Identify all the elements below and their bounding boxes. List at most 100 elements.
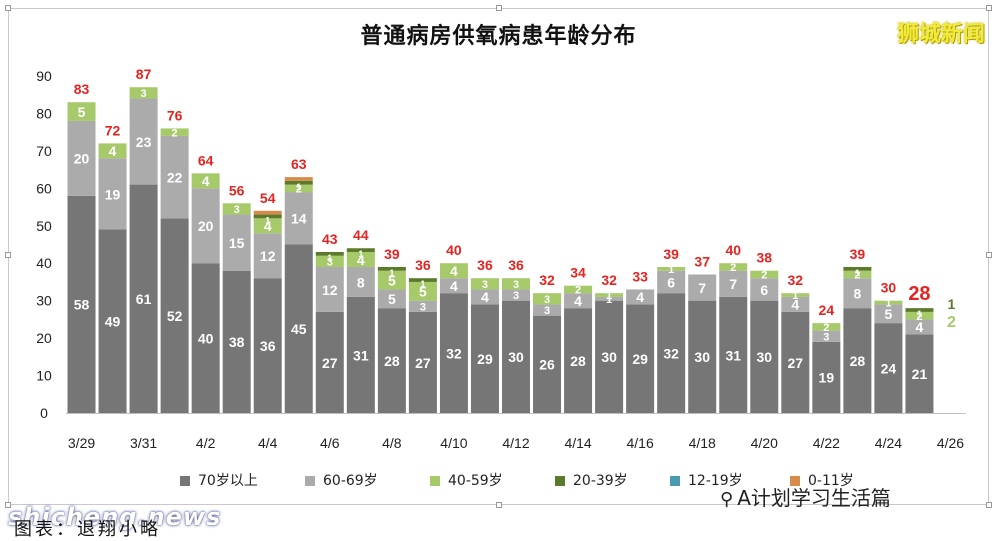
bar-segment-60-69 xyxy=(439,278,468,294)
bar-segment-60-69 xyxy=(564,293,593,309)
bar-segment-70+ xyxy=(160,218,189,413)
legend-label: 20-39岁 xyxy=(573,473,628,489)
legend-swatch xyxy=(305,476,315,486)
x-tick-label: 4/6 xyxy=(320,435,340,451)
x-tick-label: 4/12 xyxy=(502,435,529,451)
legend-label: 12-19岁 xyxy=(688,473,743,489)
bar-segment-40-59 xyxy=(191,173,220,189)
bar-segment-70+ xyxy=(502,300,530,413)
bar-segment-40-59 xyxy=(812,323,841,331)
side-annotation-40-59: 2 xyxy=(947,314,956,331)
y-tick-label: 90 xyxy=(36,68,52,84)
bar-segment-40-59 xyxy=(98,143,127,159)
data-label-40-59: 2 xyxy=(916,311,922,323)
data-label-70+: 28 xyxy=(850,353,866,369)
website-watermark: shicheng.news xyxy=(8,503,222,531)
bar-segment-60-69 xyxy=(905,319,934,335)
bar-segment-40-59 xyxy=(781,293,810,297)
bar-segment-60-69 xyxy=(843,278,872,309)
x-tick-label: 4/24 xyxy=(875,435,902,451)
data-label-60-69: 23 xyxy=(136,134,152,150)
bar-segment-70+ xyxy=(98,229,127,413)
bar-segment-40-59 xyxy=(408,281,437,301)
x-tick-label: 4/20 xyxy=(751,435,778,451)
bar-segment-70+ xyxy=(222,270,251,413)
bar-segment-40-59 xyxy=(67,102,96,121)
bar-segment-60-69 xyxy=(129,98,158,185)
x-tick-label: 4/14 xyxy=(564,435,591,451)
bar-segment-60-69 xyxy=(719,270,748,297)
bar-segment-20-39 xyxy=(843,266,872,271)
bar-segment-70+ xyxy=(346,296,375,413)
data-label-70+: 28 xyxy=(570,353,586,369)
bar-segment-20-39 xyxy=(905,308,934,312)
resize-handle-bottom-left[interactable] xyxy=(5,502,11,508)
data-label-40-59: 2 xyxy=(854,270,860,282)
legend-item-20-39: 20-39岁 xyxy=(555,470,628,490)
data-label-60-69: 20 xyxy=(74,151,90,167)
total-label: 36 xyxy=(477,257,493,273)
data-label-60-69: 7 xyxy=(698,280,706,296)
resize-handle-bottom[interactable] xyxy=(496,502,502,508)
data-label-70+: 21 xyxy=(912,366,928,382)
data-label-70+: 19 xyxy=(819,370,835,386)
data-label-40-59: 1 xyxy=(668,264,674,276)
data-label-40-59: 5 xyxy=(78,104,86,120)
chart-title: 普通病房供氧病患年龄分布 xyxy=(360,24,637,49)
x-tick-label: 4/8 xyxy=(382,435,402,451)
bar-segment-40-59 xyxy=(377,270,406,290)
bar-segment-70+ xyxy=(315,311,344,413)
x-tick-label: 4/18 xyxy=(689,435,716,451)
resize-handle-left[interactable] xyxy=(5,252,11,258)
bar-segment-70+ xyxy=(657,293,686,413)
bar-segment-60-69 xyxy=(502,289,530,301)
data-label-40-59: 3 xyxy=(327,257,333,269)
bar-segment-70+ xyxy=(191,263,220,413)
resize-handle-top-left[interactable] xyxy=(5,5,11,11)
bar-segment-70+ xyxy=(377,308,406,413)
bar-segment-70+ xyxy=(408,311,437,413)
data-label-70+: 30 xyxy=(601,349,617,365)
bar-segment-70+ xyxy=(874,323,903,413)
resize-handle-bottom-right[interactable] xyxy=(986,502,992,508)
chart-legend: 70岁以上 60-69岁 40-59岁 20-39岁 12-19岁 0-11岁 xyxy=(150,470,854,492)
data-label-60-69: 19 xyxy=(105,186,121,202)
bar-segment-40-59 xyxy=(253,218,282,234)
bar-segment-60-69 xyxy=(160,135,189,219)
bar-segment-70+ xyxy=(905,334,934,413)
bar-segment-40-59 xyxy=(439,263,468,279)
bar-segment-60-69 xyxy=(595,296,624,301)
bar-segment-70+ xyxy=(626,304,655,413)
bar-segment-70+ xyxy=(688,300,717,413)
side-annotation-20-39: 1 xyxy=(948,296,956,312)
resize-handle-top-right[interactable] xyxy=(986,5,992,11)
data-label-70+: 36 xyxy=(260,338,276,354)
bar-segment-60-69 xyxy=(470,289,499,305)
total-label: 34 xyxy=(570,265,586,281)
data-label-60-69: 7 xyxy=(729,276,737,292)
bar-segment-40-59 xyxy=(843,270,872,279)
data-label-60-69: 6 xyxy=(667,274,675,290)
resize-handle-top[interactable] xyxy=(496,5,502,11)
bar-segment-60-69 xyxy=(688,274,717,301)
bar-segment-70+ xyxy=(284,244,313,413)
data-label-20-39: 1 xyxy=(855,268,860,278)
y-tick-label: 80 xyxy=(36,105,52,121)
bar-segment-70+ xyxy=(470,304,499,413)
y-tick-label: 70 xyxy=(36,143,52,159)
total-label: 30 xyxy=(881,280,897,296)
bar-segment-40-59 xyxy=(284,184,313,193)
total-label: 64 xyxy=(198,152,214,168)
y-tick-label: 60 xyxy=(36,180,52,196)
bar-segment-60-69 xyxy=(874,304,903,324)
bar-segment-60-69 xyxy=(346,266,375,297)
total-label: 28 xyxy=(908,283,930,305)
data-label-40-59: 5 xyxy=(388,272,396,288)
bar-segment-40-59 xyxy=(719,263,748,271)
data-label-60-69: 15 xyxy=(229,235,245,251)
bar-segment-60-69 xyxy=(750,278,779,301)
total-label: 32 xyxy=(601,272,617,288)
bar-segment-40-59 xyxy=(750,270,779,279)
data-label-40-59: 3 xyxy=(482,279,488,291)
resize-handle-right[interactable] xyxy=(986,252,992,258)
